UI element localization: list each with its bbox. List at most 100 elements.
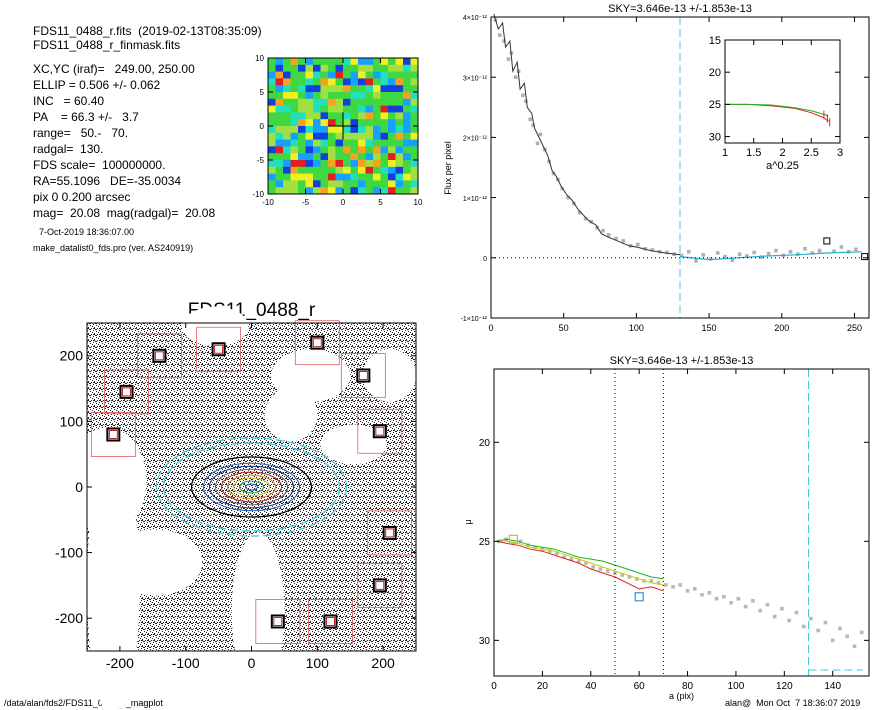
heatmap-cell xyxy=(358,105,366,113)
heatmap-cell xyxy=(298,112,306,120)
y-tick-label: 5 xyxy=(260,88,265,97)
mask-box xyxy=(340,353,386,398)
heatmap-cell xyxy=(283,173,291,181)
heatmap-cell xyxy=(380,139,389,147)
heatmap-cell xyxy=(335,166,344,175)
mu-data-point xyxy=(634,577,639,581)
sky-plot-ylabel: Flux per pixel xyxy=(443,141,453,195)
heatmap-cell xyxy=(395,126,404,134)
mu-data-point xyxy=(700,592,704,597)
heatmap-cell xyxy=(313,105,321,113)
heatmap-cell xyxy=(298,105,306,113)
heatmap-cell xyxy=(403,58,411,66)
heatmap-cell xyxy=(283,64,291,73)
heatmap-cell xyxy=(298,78,306,86)
heatmap-cell xyxy=(268,78,276,86)
masked-region xyxy=(320,424,387,465)
heatmap-cell xyxy=(410,64,419,73)
mu-data-point xyxy=(772,614,777,619)
heatmap-cell xyxy=(373,166,381,175)
heatmap-cell xyxy=(395,139,404,147)
isophote-ellipse xyxy=(203,462,300,512)
heatmap-cell xyxy=(320,119,329,127)
sky-data-point xyxy=(502,39,506,43)
heatmap-cell xyxy=(373,187,381,195)
y-tick-label: -200 xyxy=(55,610,83,626)
heatmap-cell xyxy=(268,160,276,168)
mask-box xyxy=(255,599,301,644)
heatmap-cell xyxy=(328,139,336,147)
heatmap-cell xyxy=(305,180,314,188)
heatmap-cell xyxy=(388,92,396,100)
x-tick-label: 0 xyxy=(491,681,497,692)
heatmap-cell xyxy=(395,160,404,168)
heatmap-cell xyxy=(298,173,306,181)
heatmap-cell xyxy=(283,71,291,79)
heatmap-cell xyxy=(313,98,321,107)
heatmap-cell xyxy=(365,132,374,141)
masked-region xyxy=(231,532,285,691)
heatmap-cell xyxy=(373,78,381,86)
heatmap-cell xyxy=(358,166,366,175)
heatmap-cell xyxy=(275,166,284,175)
heatmap-cell xyxy=(403,146,411,154)
heatmap-cell xyxy=(380,58,389,66)
y-tick-label: 1×10⁻¹² xyxy=(463,196,488,203)
sky-data-point xyxy=(497,33,502,37)
heatmap-cell xyxy=(328,85,336,93)
heatmap-cell xyxy=(350,64,359,73)
sky-data-point xyxy=(589,219,594,224)
sky-data-point xyxy=(737,252,742,256)
mu-data-point xyxy=(765,602,770,607)
heatmap-cell xyxy=(305,85,314,93)
heatmap-cell xyxy=(335,112,344,120)
mu-data-point xyxy=(722,594,726,599)
fit-parameter-line: range= 50.- 70. xyxy=(33,126,129,140)
heatmap-cell xyxy=(268,58,276,66)
y-tick-label: -1×10⁻¹² xyxy=(461,316,488,323)
heatmap-cell xyxy=(403,98,411,107)
heatmap-cell xyxy=(395,132,404,141)
mu-plot-xlabel: a (pix) xyxy=(669,691,694,701)
mu-series-line xyxy=(496,538,664,580)
heatmap-cell xyxy=(290,153,299,161)
x-tick-label: 10 xyxy=(414,198,423,207)
x-tick-label: 140 xyxy=(824,681,841,692)
heatmap-cell xyxy=(283,85,291,93)
heatmap-cell xyxy=(328,153,336,161)
heatmap-cell xyxy=(350,187,359,195)
y-tick-label: 2×10⁻¹² xyxy=(463,136,488,143)
heatmap-cell xyxy=(328,126,336,134)
masked-source xyxy=(323,614,338,629)
heatmap-cell xyxy=(395,92,404,100)
heatmap-cell xyxy=(320,71,329,79)
heatmap-cell xyxy=(320,98,329,107)
heatmap-cell xyxy=(388,78,396,86)
heatmap-cell xyxy=(268,187,276,195)
masked-source xyxy=(382,525,397,540)
heatmap-cell xyxy=(275,85,284,93)
heatmap-cell xyxy=(275,98,284,107)
y-tick-label: -10 xyxy=(252,190,264,199)
x-tick-label: 200 xyxy=(371,655,395,671)
heatmap-cell xyxy=(283,98,291,107)
heatmap-cell xyxy=(395,166,404,175)
heatmap-cell xyxy=(283,126,291,134)
heatmap-cell xyxy=(395,64,404,73)
heatmap-cell xyxy=(373,139,381,147)
heatmap-cell xyxy=(313,64,321,73)
heatmap-cell xyxy=(365,71,374,79)
heatmap-cell xyxy=(365,98,374,107)
sky-data-point xyxy=(583,216,588,221)
heatmap-cell xyxy=(335,58,344,66)
heatmap-cell xyxy=(320,92,329,100)
heatmap-cell xyxy=(410,166,419,175)
heatmap-cell xyxy=(373,112,381,120)
masked-source-core xyxy=(154,351,164,361)
heatmap-cell xyxy=(305,78,314,86)
y-tick-label: 30 xyxy=(709,131,721,143)
heatmap-cell xyxy=(380,166,389,175)
heatmap-cell xyxy=(350,126,359,134)
heatmap-cell xyxy=(268,119,276,127)
fit-parameter-line: PA = 66.3 +/- 3.7 xyxy=(33,110,139,124)
